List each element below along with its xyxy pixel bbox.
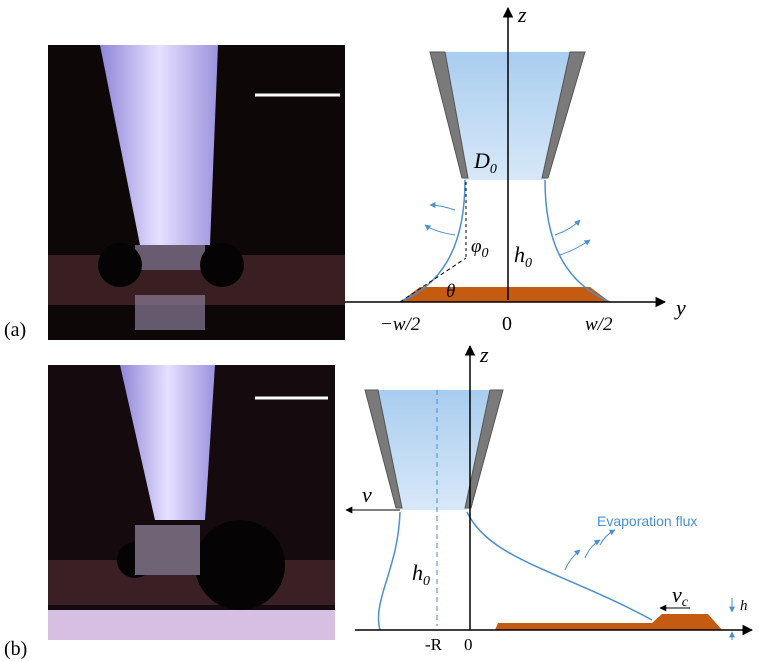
tick-label: w/2 xyxy=(585,314,613,335)
axis-label: y xyxy=(674,295,686,320)
label: h0 xyxy=(412,560,430,589)
tick-label: 0 xyxy=(502,313,512,335)
label-sub: 0 xyxy=(423,574,430,589)
photo-a xyxy=(48,45,345,340)
label-main: D xyxy=(473,148,490,173)
label: θ xyxy=(446,281,455,302)
label-main: φ xyxy=(471,236,482,257)
label-sub: 0 xyxy=(525,256,532,271)
figure: z y D0 h0 φ0 θ −w/2 0 w/2 (a) z v h0 Eva… xyxy=(0,0,762,661)
label: h0 xyxy=(514,242,532,271)
label: vc xyxy=(672,582,689,610)
label: φ0 xyxy=(471,236,489,261)
label: h xyxy=(740,598,748,614)
panel-tag: (b) xyxy=(4,638,27,660)
annotation: Evaporation flux xyxy=(597,513,697,529)
label-sub: c xyxy=(682,595,689,610)
tick-label: 0 xyxy=(464,635,473,654)
label-sub: 0 xyxy=(482,246,489,261)
label-main: h xyxy=(412,560,423,585)
photo-b xyxy=(48,365,335,640)
axis-label: z xyxy=(517,2,527,27)
axis-label: z xyxy=(479,342,489,367)
label-main: h xyxy=(514,242,525,267)
label-main: v xyxy=(672,582,682,607)
panel-tag: (a) xyxy=(4,319,26,341)
label: v xyxy=(362,482,372,507)
tick-label: −w/2 xyxy=(380,314,421,335)
tick-label: -R xyxy=(425,635,443,654)
label-sub: 0 xyxy=(490,162,497,177)
